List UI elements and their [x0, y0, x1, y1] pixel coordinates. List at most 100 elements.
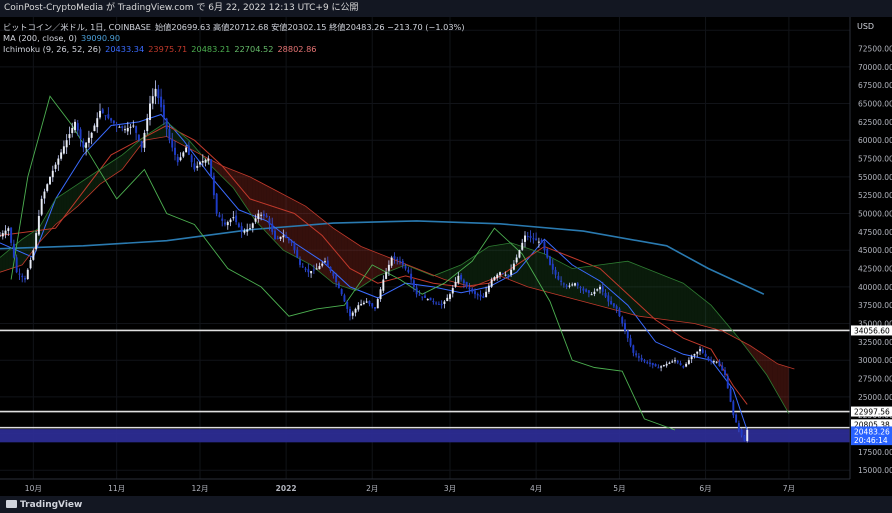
cloud-segment — [252, 178, 256, 221]
legend-symbol[interactable]: ビットコイン／米ドル, 1日, COINBASE — [3, 22, 151, 32]
price-tick-label: 32500.00 — [858, 338, 892, 347]
candle-body — [26, 269, 29, 280]
candle-body — [229, 219, 232, 223]
cloud-segment — [263, 184, 267, 233]
cloud-segment — [361, 246, 364, 287]
candle-body — [357, 305, 360, 310]
price-tag-bg — [851, 426, 892, 437]
candle-body — [196, 165, 199, 168]
candle-body — [596, 289, 599, 291]
candle-body — [457, 275, 460, 283]
cloud-segment — [469, 257, 473, 287]
candle-body — [304, 268, 307, 270]
tradingview-mark-icon — [6, 500, 17, 508]
cloud-segment — [183, 135, 187, 147]
countdown-label: 20:46:14 — [851, 435, 892, 446]
cloud-segment — [77, 182, 81, 207]
cloud-segment — [777, 363, 781, 400]
cloud-segment — [586, 266, 589, 303]
candle-body — [199, 162, 201, 165]
candle-body — [560, 280, 563, 282]
candle-body — [149, 103, 151, 120]
cloud-segment — [625, 261, 628, 314]
price-tick-label: 50000.00 — [858, 210, 892, 219]
cloud-segment — [444, 270, 448, 281]
cloud-segment — [322, 219, 325, 277]
candle-body — [551, 263, 554, 270]
candle-body — [518, 250, 521, 258]
candle-body — [515, 257, 518, 263]
price-chart[interactable]: 15000.0017500.0020000.0022500.0025000.00… — [0, 17, 892, 496]
cloud-segment — [641, 266, 645, 317]
cloud-segment — [72, 186, 75, 211]
cloud-segment — [22, 237, 25, 265]
candle-body — [637, 356, 640, 358]
price-tick-label: 17500.00 — [858, 448, 892, 457]
candle-body — [204, 159, 207, 163]
candle-body — [96, 118, 99, 128]
series-line-4 — [0, 136, 795, 370]
candle-body — [593, 291, 596, 294]
currency-label: USD — [857, 22, 875, 31]
candle-body — [207, 158, 210, 161]
cloud-segment — [97, 169, 100, 187]
cloud-segment — [575, 267, 578, 301]
cloud-segment — [658, 273, 662, 320]
candle-body — [526, 236, 529, 238]
price-tag-bg — [851, 406, 892, 417]
last-price-label: 20483.26 — [851, 426, 892, 437]
candle-body — [524, 235, 526, 242]
candle-body — [387, 264, 390, 271]
candle-body — [132, 125, 135, 127]
cloud-segment — [55, 197, 59, 225]
cloud-segment — [308, 208, 312, 265]
price-tick-label: 65000.00 — [858, 100, 892, 109]
candle-body — [440, 303, 443, 306]
cloud-segment — [766, 356, 770, 380]
cloud-segment — [63, 191, 67, 218]
candle-body — [493, 277, 496, 281]
candle-body — [46, 184, 49, 191]
cloud-segment — [219, 164, 223, 177]
time-axis[interactable] — [0, 479, 892, 496]
candle-body — [240, 226, 243, 232]
candle-body — [335, 275, 338, 282]
cloud-segment — [363, 247, 367, 286]
candle-body — [371, 303, 374, 307]
cloud-segment — [5, 250, 9, 271]
cloud-segment — [561, 262, 564, 297]
cloud-segment — [783, 365, 787, 409]
hline-label-2: 22997.56 — [851, 406, 892, 417]
candle-body — [12, 243, 15, 258]
tradingview-logo[interactable]: TradingView — [6, 500, 82, 510]
price-tag-text: 20:46:14 — [854, 436, 888, 445]
time-tick-label: 2月 — [366, 484, 378, 493]
cloud-segment — [350, 239, 353, 290]
price-tick-label: 57500.00 — [858, 155, 892, 164]
series-line-0 — [0, 220, 765, 295]
cloud-segment — [447, 269, 450, 281]
cloud-segment — [325, 221, 328, 279]
cloud-segment — [558, 261, 562, 296]
candle-body — [212, 175, 215, 196]
candle-body — [235, 215, 238, 223]
candle-body — [565, 285, 568, 287]
candle-body — [337, 283, 340, 289]
candle-body — [276, 237, 279, 239]
price-axis[interactable] — [850, 17, 892, 479]
cloud-segment — [716, 311, 720, 331]
cloud-segment — [722, 318, 725, 333]
cloud-segment — [394, 259, 398, 270]
candle-body — [721, 365, 724, 371]
legend-ma-label[interactable]: MA (200, close, 0) — [3, 33, 77, 43]
price-tick-label: 60000.00 — [858, 136, 892, 145]
price-tick-label: 67500.00 — [858, 81, 892, 90]
cloud-segment — [541, 252, 545, 292]
cloud-segment — [630, 262, 634, 315]
cloud-segment — [708, 303, 712, 328]
legend-ichimoku-label[interactable]: Ichimoku (9, 26, 52, 26) — [3, 44, 102, 54]
cloud-segment — [733, 331, 737, 339]
candle-body — [740, 429, 743, 436]
candle-body — [7, 228, 10, 231]
series-line-5 — [10, 95, 676, 431]
